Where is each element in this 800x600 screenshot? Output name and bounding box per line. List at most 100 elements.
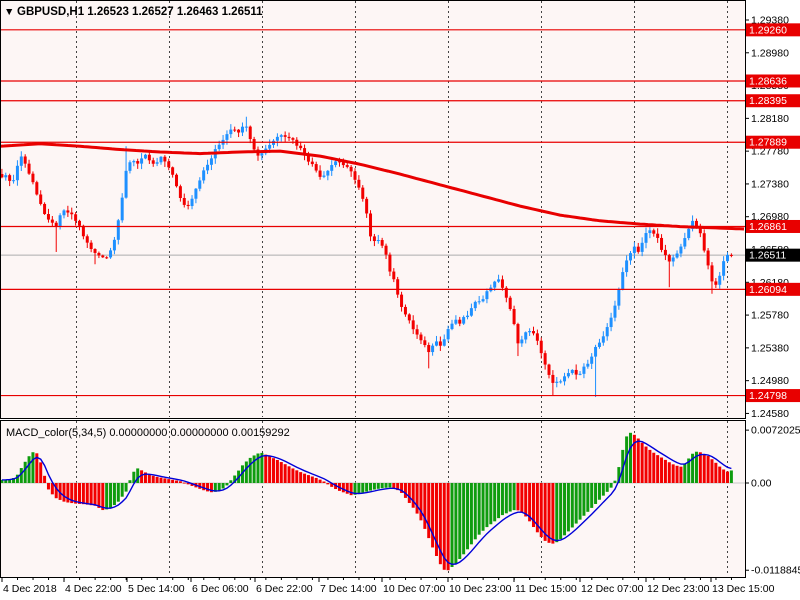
candle-body: [466, 315, 470, 318]
candle-body: [39, 194, 43, 204]
candle-body: [81, 225, 85, 237]
macd-bar: [706, 455, 710, 483]
candle-body: [310, 161, 314, 165]
candle-body: [330, 165, 334, 171]
candle-body: [679, 246, 683, 254]
macd-bar: [136, 468, 140, 483]
price-axis[interactable]: 1.293801.289801.285801.281801.277801.273…: [745, 15, 800, 420]
macd-bar: [446, 483, 450, 571]
candle-body: [194, 188, 198, 199]
candle-body: [710, 265, 714, 282]
candle-body: [50, 219, 54, 223]
candle-body: [341, 161, 345, 166]
candle-body: [423, 340, 427, 346]
candle-body: [400, 294, 404, 307]
candle-body: [660, 237, 664, 250]
candle-body: [357, 179, 361, 188]
macd-bar: [376, 483, 380, 489]
candle-body: [268, 144, 272, 149]
macd-bar: [531, 483, 535, 528]
macd-bar: [279, 462, 283, 483]
macd-bar: [229, 480, 233, 483]
time-axis[interactable]: 4 Dec 2018 4 Dec 22:00 5 Dec 14:00 6 Dec 06…: [1, 577, 775, 596]
macd-axis[interactable]: 0.0072025 0.00 -0.0118845: [745, 425, 800, 577]
price-panel[interactable]: [0, 0, 746, 419]
macd-bar: [489, 483, 493, 525]
macd-bar: [171, 479, 175, 483]
macd-bar: [466, 483, 470, 550]
macd-bar: [609, 483, 613, 488]
macd-bar: [244, 461, 248, 483]
macd-bar: [570, 483, 574, 528]
candle-body: [722, 261, 726, 276]
macd-bar: [613, 480, 617, 483]
macd-bar: [175, 480, 179, 483]
macd-bar: [656, 455, 660, 483]
candle-body: [237, 129, 241, 133]
candle-body: [206, 164, 210, 171]
time-axis-label: 6 Dec 22:00: [256, 583, 313, 595]
macd-bar: [710, 459, 714, 483]
level-price-badge: [746, 389, 800, 403]
candle-body: [431, 345, 435, 353]
macd-bar: [648, 449, 652, 483]
macd-bar: [691, 453, 695, 483]
macd-signal-polyline: [1, 440, 732, 566]
macd-bar: [345, 483, 349, 494]
macd-bar: [291, 468, 295, 483]
price-axis-label: 1.24580: [751, 408, 789, 420]
candle-body: [124, 170, 128, 198]
symbol-dropdown-icon[interactable]: ▼: [4, 6, 14, 18]
macd-bar: [462, 483, 466, 555]
macd-bar: [586, 483, 590, 512]
macd-bar: [493, 483, 497, 522]
level-price-label: 1.27889: [749, 137, 787, 149]
macd-bar: [15, 474, 19, 483]
candle-body: [617, 289, 621, 306]
macd-bar: [365, 483, 369, 492]
candle-body: [462, 317, 466, 324]
candle-body: [469, 308, 473, 316]
moving-average-line[interactable]: [0, 142, 745, 231]
macd-histogram: [0, 432, 745, 571]
candle-body: [112, 239, 116, 251]
macd-bar: [667, 462, 671, 483]
candle-body: [155, 162, 159, 164]
level-price-badge: [746, 23, 800, 37]
price-panel-border: [0, 0, 746, 419]
level-price-badge: [746, 219, 800, 233]
ma-polyline: [0, 142, 745, 231]
support-resistance-lines[interactable]: [1, 29, 745, 397]
macd-bar: [112, 483, 116, 506]
macd-bar: [714, 462, 718, 483]
level-price-label: 1.26861: [749, 221, 787, 233]
macd-bar: [535, 483, 539, 533]
macd-bar: [524, 483, 528, 517]
macd-bar: [66, 483, 70, 503]
candle-body: [337, 161, 341, 163]
candle-body: [419, 334, 423, 341]
level-price-badge: [746, 74, 800, 88]
macd-bar: [702, 453, 706, 483]
chart-title: GBPUSD,H1 1.26523 1.26527 1.26463 1.2651…: [17, 6, 263, 18]
candle-body: [520, 339, 524, 344]
candle-body: [27, 163, 31, 174]
candle-body: [4, 175, 8, 178]
macd-bar: [221, 483, 225, 489]
macd-bar: [605, 483, 609, 492]
macd-bar: [178, 481, 182, 483]
macd-bar: [240, 465, 244, 483]
candle-body: [175, 174, 179, 187]
candle-body: [109, 250, 113, 258]
candle-body: [388, 254, 392, 272]
candle-body: [349, 166, 353, 172]
macd-bar: [508, 483, 512, 512]
macd-bar: [341, 483, 345, 493]
candle-body: [19, 156, 23, 166]
macd-bar: [74, 483, 78, 504]
candle-body: [318, 170, 322, 177]
macd-bar: [0, 479, 4, 483]
macd-bar: [256, 453, 260, 483]
macd-bar: [403, 483, 407, 498]
macd-bar: [516, 483, 520, 511]
